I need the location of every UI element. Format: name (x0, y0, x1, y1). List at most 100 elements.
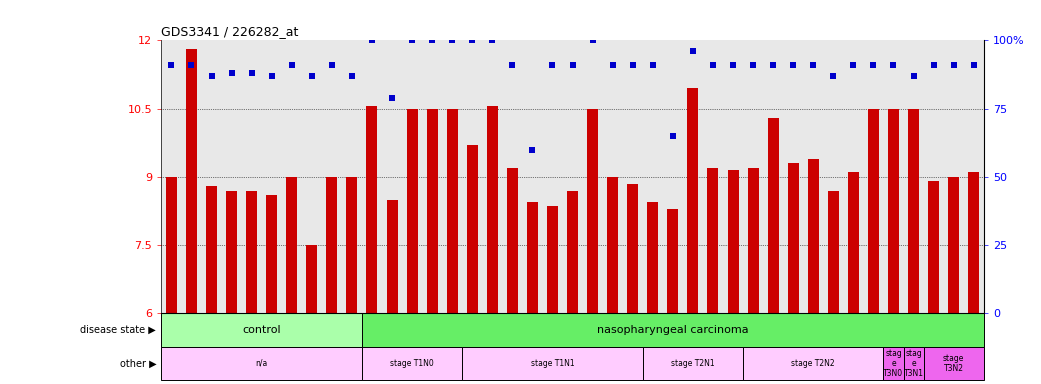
Point (865, 62, 882, 68)
Bar (427, 109, 437, 313)
Point (183, 62, 200, 68)
Text: stage
T3N2: stage T3N2 (943, 354, 964, 373)
Point (384, 94, 401, 101)
Bar (587, 109, 599, 313)
Point (584, 37, 601, 43)
Bar (923, 347, 984, 380)
Point (203, 73, 220, 79)
Bar (642, 347, 743, 380)
Point (945, 62, 962, 68)
Point (544, 62, 561, 68)
Point (304, 73, 321, 79)
Text: stag
e
T3N1: stag e T3N1 (904, 349, 923, 378)
Bar (743, 347, 884, 380)
Text: control: control (243, 325, 281, 335)
Point (504, 62, 520, 68)
Text: other ▶: other ▶ (120, 359, 156, 369)
Point (363, 37, 380, 43)
Point (424, 37, 440, 43)
Point (744, 62, 761, 68)
Point (223, 70, 239, 76)
Bar (226, 190, 237, 313)
Point (443, 37, 460, 43)
Point (725, 62, 741, 68)
Text: stage T2N2: stage T2N2 (791, 359, 835, 368)
Point (484, 37, 501, 43)
Bar (828, 190, 839, 313)
Bar (607, 177, 618, 313)
Bar (462, 347, 642, 380)
Bar (808, 159, 819, 313)
Bar (547, 207, 558, 313)
Bar (888, 109, 899, 313)
Point (805, 62, 821, 68)
Point (885, 62, 902, 68)
Text: nasopharyngeal carcinoma: nasopharyngeal carcinoma (598, 325, 748, 335)
Point (685, 48, 702, 54)
Bar (628, 184, 638, 313)
Point (705, 62, 721, 68)
Bar (206, 186, 217, 313)
Bar (246, 190, 257, 313)
Point (625, 62, 641, 68)
Text: stage T1N1: stage T1N1 (531, 359, 575, 368)
Bar (487, 106, 498, 313)
Bar (527, 202, 538, 313)
Text: stage T1N0: stage T1N0 (390, 359, 434, 368)
Bar (166, 177, 177, 313)
Bar (306, 245, 318, 313)
Bar (507, 168, 517, 313)
Bar (386, 200, 398, 313)
Point (845, 62, 862, 68)
Bar (788, 163, 798, 313)
Bar (667, 209, 679, 313)
Point (965, 62, 982, 68)
Bar (908, 109, 919, 313)
Bar (567, 190, 578, 313)
Bar (447, 109, 458, 313)
Bar (948, 177, 959, 313)
Bar (366, 106, 378, 313)
Bar (708, 168, 718, 313)
Bar (904, 347, 923, 380)
Point (283, 62, 300, 68)
Text: GDS3341 / 226282_at: GDS3341 / 226282_at (161, 25, 299, 38)
Bar (868, 109, 879, 313)
Point (765, 62, 782, 68)
Point (263, 73, 280, 79)
Bar (847, 172, 859, 313)
Point (404, 37, 421, 43)
Text: disease state ▶: disease state ▶ (80, 325, 156, 335)
Point (524, 146, 540, 152)
Bar (884, 347, 904, 380)
Bar (648, 202, 658, 313)
Bar (767, 118, 779, 313)
Point (785, 62, 802, 68)
Bar (161, 347, 362, 380)
Bar (326, 177, 337, 313)
Point (564, 62, 581, 68)
Point (605, 62, 621, 68)
Bar (161, 313, 362, 347)
Point (163, 62, 180, 68)
Point (324, 62, 340, 68)
Point (925, 62, 942, 68)
Point (644, 62, 661, 68)
Bar (362, 313, 984, 347)
Point (464, 37, 481, 43)
Point (344, 73, 360, 79)
Text: stag
e
T3N0: stag e T3N0 (884, 349, 904, 378)
Bar (362, 347, 462, 380)
Point (824, 73, 841, 79)
Text: stage T2N1: stage T2N1 (671, 359, 715, 368)
Bar (929, 181, 939, 313)
Bar (687, 88, 699, 313)
Bar (347, 177, 357, 313)
Point (906, 73, 922, 79)
Text: n/a: n/a (255, 359, 268, 368)
Bar (286, 177, 298, 313)
Bar (728, 170, 738, 313)
Bar (466, 145, 478, 313)
Bar (266, 195, 277, 313)
Bar (747, 168, 759, 313)
